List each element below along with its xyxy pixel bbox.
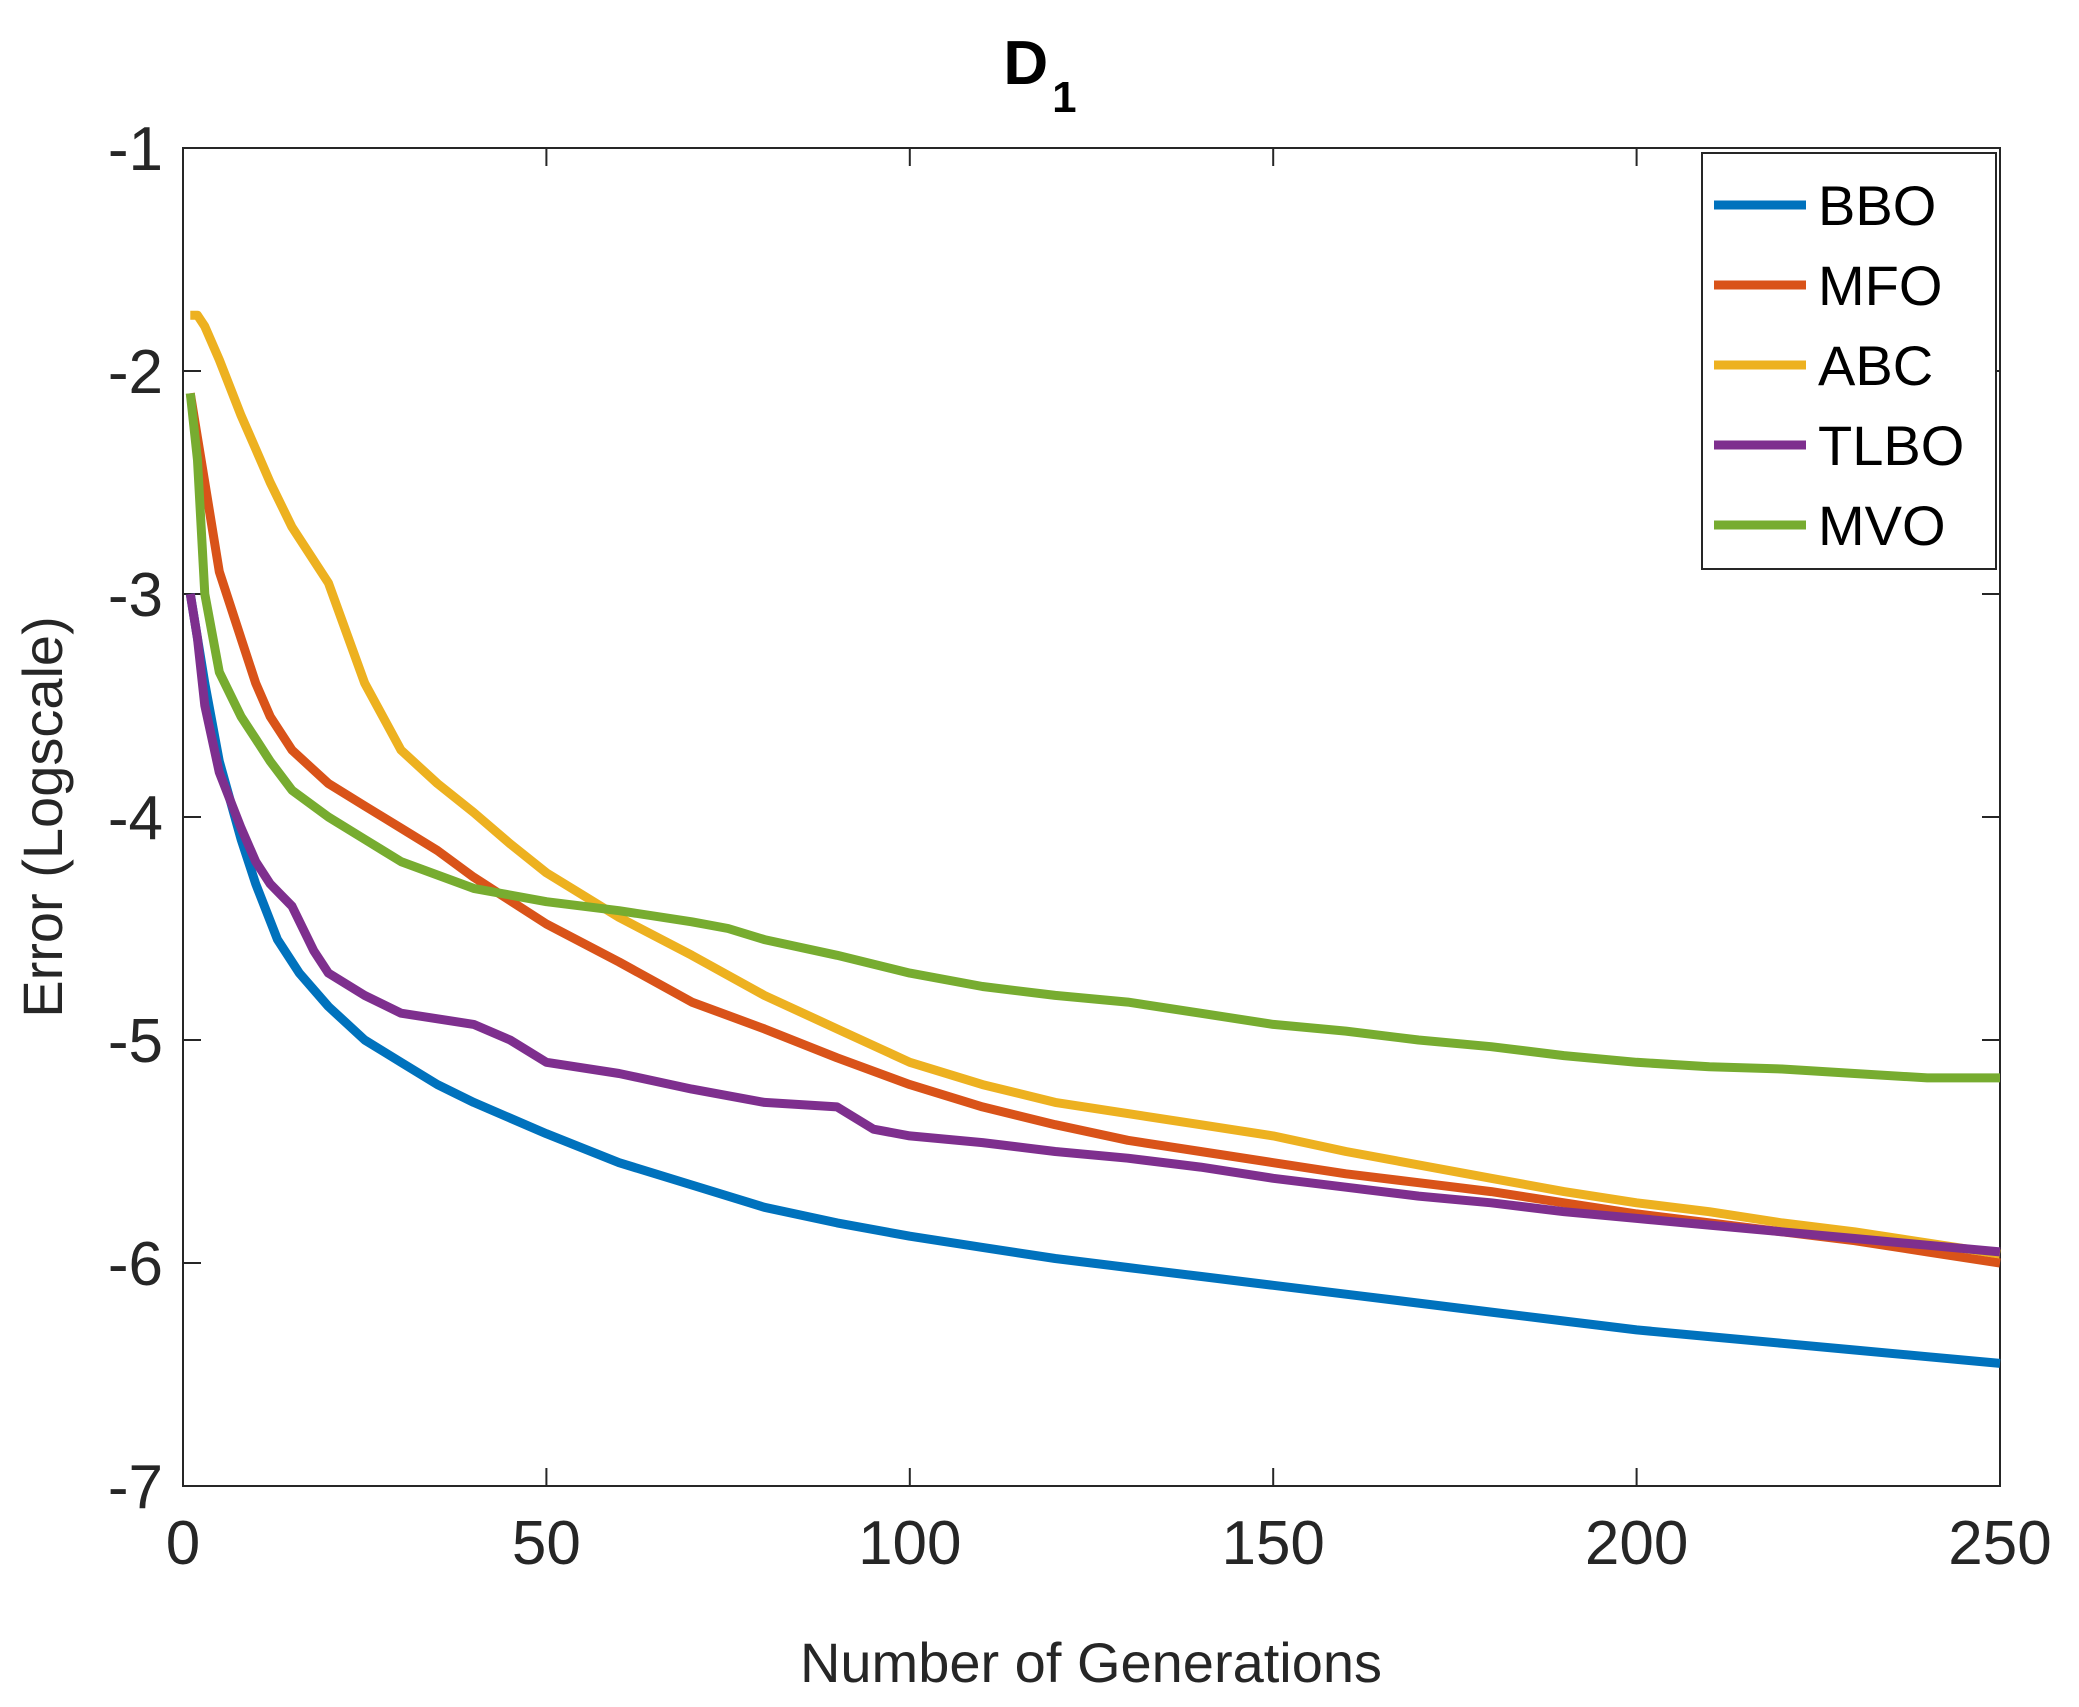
- legend-label-mvo: MVO: [1818, 494, 1946, 557]
- legend: BBO MFO ABC TLBO MVO: [1701, 152, 1997, 570]
- y-axis-title: Error (Logscale): [11, 616, 74, 1017]
- x-tick-label: 250: [1948, 1509, 2051, 1578]
- series-line-mvo: [185, 392, 2000, 1083]
- y-tick-label: -4: [108, 784, 163, 853]
- y-tick-label: -3: [108, 561, 163, 630]
- x-tick-label: 150: [1221, 1509, 1324, 1578]
- x-tick-label: 0: [166, 1509, 200, 1578]
- chart-title: D1: [1003, 29, 1076, 122]
- y-tick-label: -7: [108, 1453, 163, 1522]
- series-line-bbo: [185, 593, 2001, 1368]
- y-axis-ticks: -7 -6 -5 -4 -3 -2 -1: [108, 115, 2000, 1522]
- series-line-abc: [190, 310, 2001, 1259]
- series-line-tlbo: [185, 593, 2001, 1257]
- chart-title-main: D: [1003, 29, 1048, 98]
- series-line-mfo: [185, 392, 2001, 1268]
- x-tick-label: 200: [1585, 1509, 1688, 1578]
- legend-label-mfo: MFO: [1818, 254, 1942, 317]
- legend-label-abc: ABC: [1818, 334, 1933, 397]
- y-tick-label: -5: [108, 1007, 163, 1076]
- x-axis-ticks: 0 50 100 150 200 250: [166, 148, 2052, 1578]
- y-tick-label: -1: [108, 115, 163, 184]
- series-lines: [185, 310, 2001, 1368]
- chart-title-subscript: 1: [1052, 73, 1076, 122]
- y-tick-label: -6: [108, 1230, 163, 1299]
- y-tick-label: -2: [108, 338, 163, 407]
- x-axis-title: Number of Generations: [800, 1631, 1382, 1694]
- legend-label-bbo: BBO: [1818, 174, 1936, 237]
- x-tick-label: 50: [512, 1509, 581, 1578]
- x-tick-label: 100: [858, 1509, 961, 1578]
- legend-label-tlbo: TLBO: [1818, 414, 1964, 477]
